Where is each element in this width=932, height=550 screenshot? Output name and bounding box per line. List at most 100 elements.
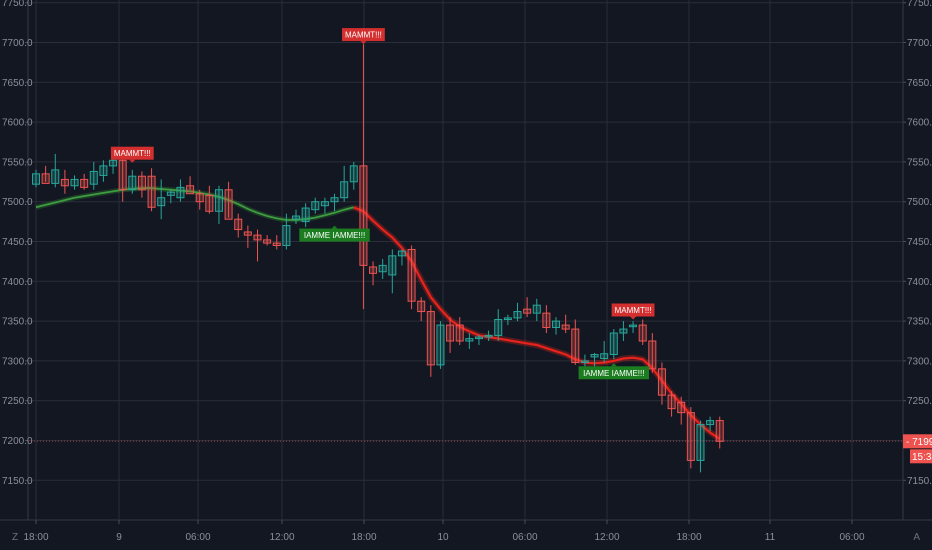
candle-body-down (80, 178, 89, 188)
candle-body-up (166, 191, 175, 196)
candle-body-up (176, 186, 185, 199)
candle-body-up (330, 197, 339, 203)
candle-body-up (292, 215, 301, 220)
candle-body-up (301, 207, 310, 223)
candle-body-up (157, 197, 166, 207)
candle-body-down (657, 368, 666, 396)
y-axis-left: 7150.0 7200.0 7250.0 7300.0 7350.0 7400.0 7450… (2, 0, 33, 487)
candle-body-down (272, 242, 281, 246)
candle-body-down (686, 412, 695, 461)
buy-signal-box (299, 228, 370, 242)
y-tick-label-right: 7450.0 (907, 237, 932, 248)
x-tick-label: 06:00 (839, 532, 864, 543)
candle-body-up (484, 334, 493, 338)
y-tick-label-left: 7300.0 (2, 356, 33, 367)
candle-body-up (349, 165, 358, 183)
candle-body-up (397, 250, 406, 257)
buy-signal-pointer (331, 225, 338, 229)
y-tick-label-left: 7450.0 (2, 237, 33, 248)
candle-body-down (542, 312, 551, 328)
y-tick-label-right: 7300.0 (907, 356, 932, 367)
candle-body-up (89, 170, 98, 185)
candle-body-down (417, 300, 426, 313)
x-tick-label: 18:00 (351, 532, 376, 543)
buy-signal-label: IAMME IAMME!!! (304, 231, 365, 240)
candle-body-up (340, 181, 349, 199)
corner-right-label[interactable]: A (913, 532, 920, 543)
candle-body-up (494, 319, 503, 336)
candle-body-up (706, 420, 715, 426)
candle-body-down (243, 231, 252, 236)
candle-body-down (523, 308, 532, 314)
y-tick-label-right: 7500.0 (907, 197, 932, 208)
candle-body-up (532, 304, 541, 314)
y-tick-label-left: 7750.0 (2, 0, 33, 9)
buy-signal-pointer (610, 363, 617, 367)
candle-body-up (609, 332, 618, 356)
sell-signal-box (110, 146, 154, 160)
sell-signal-pointer (129, 159, 136, 163)
candle-body-up (70, 178, 79, 187)
candle-body-up (474, 336, 483, 340)
signals: MAMMT!!! MAMMT!!! IAMME IAMME!!! MAMMT!!! IA… (110, 28, 655, 380)
y-tick-label-left: 7500.0 (2, 197, 33, 208)
candle-body-down (118, 159, 127, 191)
x-tick-label: 12:00 (269, 532, 294, 543)
candle-body-down (648, 340, 657, 370)
candles (32, 44, 724, 473)
candle-body-down (224, 189, 233, 220)
sell-signal-pointer (360, 41, 367, 45)
candle-body-down (426, 311, 435, 366)
y-tick-label-left: 7400.0 (2, 277, 33, 288)
candle-body-down (137, 175, 146, 191)
candle-body-up (128, 175, 137, 191)
candle-body-up (311, 201, 320, 211)
candle-body-down (571, 328, 580, 363)
y-tick-label-right: 7150.0 (907, 476, 932, 487)
candle-body-down (205, 194, 214, 212)
countdown-box (910, 449, 932, 464)
candle-body-up (619, 328, 628, 334)
candle-body-up (513, 311, 522, 319)
y-tick-label-left: 7550.0 (2, 157, 33, 168)
candle-body-down (60, 178, 69, 187)
y-tick-label-left: 7150.0 (2, 476, 33, 487)
sell-signal-box (342, 28, 385, 42)
last-price-marker: - 7199.0 15:34 (28, 434, 932, 464)
candle-body-up (436, 324, 445, 366)
candle-body-up (32, 173, 40, 185)
x-tick-label: 06:00 (512, 532, 537, 543)
y-tick-label-right: 7400.0 (907, 277, 932, 288)
candle-body-up (388, 255, 397, 276)
candle-body-up (378, 264, 387, 273)
last-price-box (903, 434, 932, 449)
y-tick-label-right: 7700.0 (907, 38, 932, 49)
candle-body-down (667, 394, 676, 410)
candle-body-up (214, 189, 223, 212)
candle-body-up (503, 317, 512, 321)
ma-line-up (35, 187, 355, 221)
candle-body-down (407, 248, 416, 302)
buy-signal-label: IAMME IAMME!!! (583, 369, 644, 378)
sell-signal-pointer (630, 316, 637, 320)
y-axis-right: 7150.07200.07250.07300.07350.07400.07450… (903, 0, 932, 487)
candle-body-down (715, 420, 724, 442)
candle-body-up (552, 320, 561, 328)
y-tick-label-right: 7650.0 (907, 78, 932, 89)
y-tick-label-right: 7600.0 (907, 118, 932, 129)
y-tick-label-left: 7600.0 (2, 118, 33, 129)
corner-left-label[interactable]: Z (12, 532, 19, 543)
candle-body-down (253, 234, 262, 241)
sell-signal-box (611, 303, 655, 317)
sell-signal-label: MAMMT!!! (114, 149, 151, 158)
grid (0, 0, 932, 521)
y-tick-label-right: 7350.0 (907, 317, 932, 328)
candle-body-down (186, 185, 195, 195)
candle-body-down (455, 324, 464, 342)
last-price-value: - 7199.0 (906, 437, 932, 448)
candle-body-down (677, 401, 686, 414)
y-tick-label-left: 7350.0 (2, 317, 33, 328)
sell-signal-label: MAMMT!!! (615, 306, 652, 315)
